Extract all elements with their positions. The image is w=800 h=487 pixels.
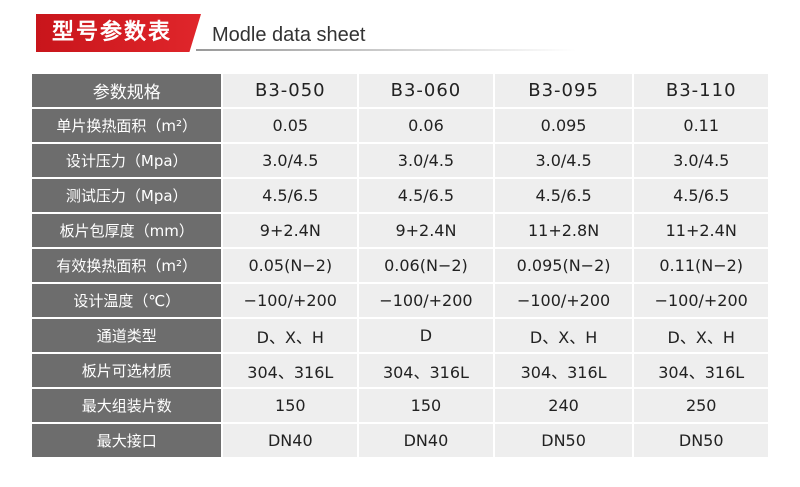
table-row: 单片换热面积（m²） 0.05 0.06 0.095 0.11 <box>32 109 769 142</box>
table-row: 设计压力（Mpa） 3.0/4.5 3.0/4.5 3.0/4.5 3.0/4.5 <box>32 144 769 177</box>
table-row: 通道类型 D、X、H D D、X、H D、X、H <box>32 319 769 352</box>
value-cell: 304、316L <box>359 354 493 387</box>
value-cell: 0.06(N−2) <box>359 249 493 282</box>
value-cell: D <box>359 319 493 352</box>
page-title: 型号参数表 <box>52 20 173 45</box>
row-label-cell: 单片换热面积（m²） <box>32 109 222 142</box>
row-label-cell: 有效换热面积（m²） <box>32 249 222 282</box>
header-label-cell: 参数规格 <box>32 74 222 107</box>
value-cell: 3.0/4.5 <box>634 144 769 177</box>
value-cell: 4.5/6.5 <box>359 179 493 212</box>
value-cell: DN50 <box>494 424 633 457</box>
value-cell: 4.5/6.5 <box>494 179 633 212</box>
value-cell: 304、316L <box>223 354 358 387</box>
value-cell: D、X、H <box>494 319 633 352</box>
title-banner <box>36 14 201 52</box>
value-cell: 0.095(N−2) <box>494 249 633 282</box>
value-cell: D、X、H <box>634 319 769 352</box>
table-row: 设计温度（℃） −100/+200 −100/+200 −100/+200 −100/+… <box>32 284 769 317</box>
value-cell: DN50 <box>634 424 769 457</box>
row-label-cell: 板片包厚度（mm） <box>32 214 222 247</box>
value-cell: 304、316L <box>494 354 633 387</box>
table-row: 最大接口 DN40 DN40 DN50 DN50 <box>32 424 769 457</box>
value-cell: 0.05 <box>223 109 358 142</box>
model-header-cell: B3-060 <box>359 74 493 107</box>
row-label-cell: 测试压力（Mpa） <box>32 179 222 212</box>
row-label-cell: 板片可选材质 <box>32 354 222 387</box>
row-label-cell: 最大组装片数 <box>32 389 222 422</box>
title-underline <box>196 49 576 51</box>
value-cell: 11+2.8N <box>494 214 633 247</box>
value-cell: −100/+200 <box>494 284 633 317</box>
value-cell: 0.11 <box>634 109 769 142</box>
value-cell: 4.5/6.5 <box>223 179 358 212</box>
model-data-table: 参数规格 B3-050 B3-060 B3-095 B3-110 单片换热面积（… <box>32 74 769 459</box>
table-row: 有效换热面积（m²） 0.05(N−2) 0.06(N−2) 0.095(N−2) 0.… <box>32 249 769 282</box>
model-header-cell: B3-050 <box>223 74 358 107</box>
value-cell: 9+2.4N <box>223 214 358 247</box>
value-cell: D、X、H <box>223 319 358 352</box>
row-label-cell: 设计温度（℃） <box>32 284 222 317</box>
value-cell: DN40 <box>223 424 358 457</box>
row-label-cell: 设计压力（Mpa） <box>32 144 222 177</box>
page-header: 型号参数表 Modle data sheet <box>0 0 800 60</box>
table-header-row: 参数规格 B3-050 B3-060 B3-095 B3-110 <box>32 74 769 107</box>
value-cell: −100/+200 <box>223 284 358 317</box>
value-cell: 9+2.4N <box>359 214 493 247</box>
table-row: 测试压力（Mpa） 4.5/6.5 4.5/6.5 4.5/6.5 4.5/6.5 <box>32 179 769 212</box>
value-cell: −100/+200 <box>359 284 493 317</box>
table-row: 板片包厚度（mm） 9+2.4N 9+2.4N 11+2.8N 11+2.4N <box>32 214 769 247</box>
value-cell: 0.11(N−2) <box>634 249 769 282</box>
value-cell: 150 <box>223 389 358 422</box>
value-cell: 0.06 <box>359 109 493 142</box>
value-cell: 11+2.4N <box>634 214 769 247</box>
value-cell: 0.05(N−2) <box>223 249 358 282</box>
value-cell: −100/+200 <box>634 284 769 317</box>
value-cell: 250 <box>634 389 769 422</box>
row-label-cell: 最大接口 <box>32 424 222 457</box>
value-cell: 3.0/4.5 <box>494 144 633 177</box>
table-row: 最大组装片数 150 150 240 250 <box>32 389 769 422</box>
value-cell: 3.0/4.5 <box>359 144 493 177</box>
value-cell: 304、316L <box>634 354 769 387</box>
row-label-cell: 通道类型 <box>32 319 222 352</box>
value-cell: 0.095 <box>494 109 633 142</box>
model-header-cell: B3-095 <box>494 74 633 107</box>
value-cell: 3.0/4.5 <box>223 144 358 177</box>
value-cell: 4.5/6.5 <box>634 179 769 212</box>
table-row: 板片可选材质 304、316L 304、316L 304、316L 304、316L <box>32 354 769 387</box>
page-subtitle: Modle data sheet <box>212 24 366 46</box>
value-cell: DN40 <box>359 424 493 457</box>
model-header-cell: B3-110 <box>634 74 769 107</box>
value-cell: 240 <box>494 389 633 422</box>
value-cell: 150 <box>359 389 493 422</box>
